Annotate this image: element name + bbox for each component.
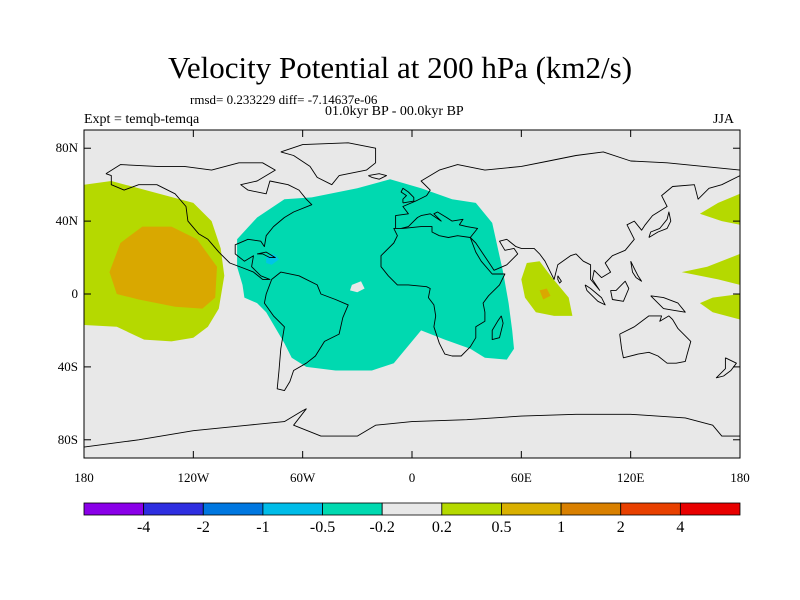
colorbar-swatch: [262, 502, 323, 516]
colorbar-label: 2: [616, 519, 625, 536]
lon-label: 120E: [616, 470, 645, 485]
diff-value: diff= -7.14637e-06: [278, 92, 378, 107]
field-west-pacific-positive-3: [699, 294, 740, 320]
lon-label: 120W: [177, 470, 210, 485]
coastline-australia: [619, 315, 692, 364]
period-label: 01.0kyr BP - 00.0kyr BP: [325, 104, 464, 119]
field-west-pacific-positive-2: [681, 253, 740, 285]
field-west-pacific-positive: [699, 193, 740, 225]
lat-label: 40S: [57, 358, 78, 374]
lat-label: 80S: [57, 431, 78, 447]
colorbar-swatch: [560, 502, 622, 516]
colorbar-label: -0.5: [309, 519, 336, 536]
field-indian-ocean-core: [539, 288, 551, 300]
lon-label: 180: [74, 470, 94, 485]
coastline-eurasia-africa: [380, 151, 740, 357]
field-east-pacific-core: [109, 226, 217, 309]
coastline-antarctica: [84, 408, 740, 448]
lat-label: 0: [71, 286, 79, 301]
coastline-greenland: [280, 142, 377, 186]
colorbar-swatch: [381, 502, 443, 516]
field-atlantic-hole: [350, 281, 365, 293]
colorbar-label: 1: [557, 519, 566, 536]
coastline-sri-lanka: [557, 275, 562, 284]
stats-line: rmsd= 0.233229 diff= -7.14637e-06: [190, 92, 377, 108]
coastline-japan: [648, 211, 672, 238]
rmsd-value: rmsd= 0.233229: [190, 92, 276, 107]
coastline-borneo: [610, 280, 630, 302]
coastline-north-america: [105, 162, 313, 280]
coastline-madagascar: [491, 315, 504, 341]
colorbar-swatch: [322, 502, 383, 516]
colorbar-swatch: [202, 502, 264, 516]
colorbar-swatch: [679, 502, 741, 516]
lat-label: 80N: [55, 140, 78, 156]
coastline-philippines: [630, 261, 643, 282]
velocity-potential-field: [84, 179, 740, 371]
colorbar-label: -4: [136, 519, 151, 536]
colorbar-label: -2: [196, 519, 210, 536]
coastline-cuba: [257, 251, 276, 259]
field-atlantic-africa-negative: [237, 179, 514, 371]
colorbar-swatch: [441, 502, 502, 516]
coastline-south-america: [263, 271, 349, 392]
coastline-britain: [400, 187, 415, 204]
colorbar-swatch: [501, 502, 562, 516]
coastline-sumatra: [584, 284, 606, 306]
lon-label: 180: [730, 470, 750, 485]
colorbar-swatch: [83, 502, 145, 516]
lon-label: 60E: [510, 470, 532, 485]
coastlines: [84, 142, 740, 448]
colorbar-swatch: [143, 502, 204, 516]
experiment-label: Expt = temqb-temqa: [84, 112, 200, 127]
coastline-new-zealand: [715, 357, 737, 379]
lat-label: 40N: [55, 213, 78, 229]
colorbar: [83, 502, 741, 516]
colorbar-label: -1: [256, 519, 270, 536]
colorbar-swatch: [620, 502, 681, 516]
field-caribbean-core: [266, 253, 279, 265]
colorbar-label: 0.5: [491, 519, 512, 536]
colorbar-label: 4: [676, 519, 685, 536]
plot-title: Velocity Potential at 200 hPa (km2/s): [167, 50, 633, 85]
colorbar-label: -0.2: [369, 519, 395, 536]
colorbar-label: 0.2: [431, 519, 452, 536]
season-label: JJA: [713, 112, 735, 127]
coastline-new-guinea: [650, 295, 686, 313]
field-indian-ocean-positive: [521, 261, 573, 316]
coastline-iceland: [368, 173, 387, 180]
lon-label: 60W: [290, 470, 316, 485]
lon-label: 0: [408, 470, 416, 485]
axis-ticks: [83, 130, 741, 458]
